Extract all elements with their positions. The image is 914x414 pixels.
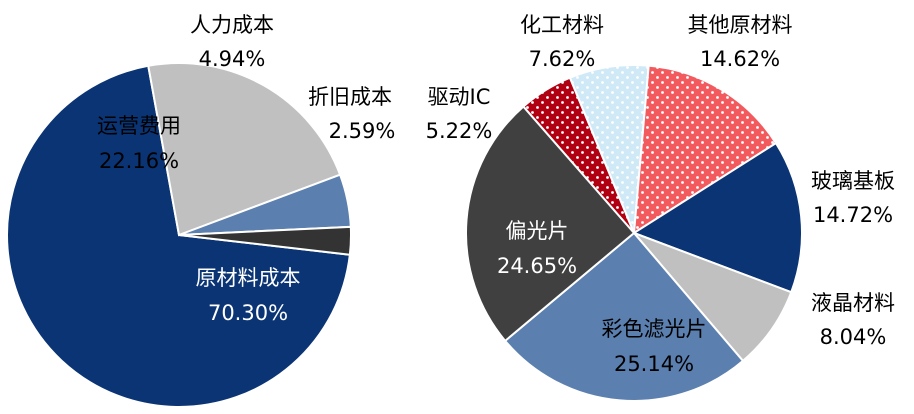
- pie2-labels: 化工材料 7.62% 其他原材料 14.62% 驱动IC 5.22% 玻璃基板 …: [426, 13, 895, 376]
- wechat-icon: [739, 363, 773, 389]
- slice-label-value: 4.94%: [199, 47, 266, 71]
- pie-slice-偏光片: [465, 105, 636, 343]
- slice-label-value: 5.22%: [426, 119, 493, 143]
- slice-label-category: 驱动IC: [428, 85, 491, 109]
- slice-label-value: 7.62%: [529, 47, 596, 71]
- slice-label-category: 其他原材料: [688, 13, 793, 37]
- slice-label-category: 玻璃基板: [811, 169, 895, 193]
- pie-chart-materials: [465, 64, 803, 402]
- slice-label-value: 22.16%: [99, 149, 179, 173]
- watermark: AIOT大数据: [739, 363, 867, 389]
- slice-label-category: 化工材料: [520, 13, 604, 37]
- pie-slice-折旧成本: [178, 225, 352, 256]
- slice-label-category: 折旧成本: [308, 85, 392, 109]
- watermark-text: AIOT大数据: [776, 366, 867, 385]
- slice-label-category: 运营费用: [97, 114, 181, 138]
- slice-label-value: 24.65%: [497, 254, 577, 278]
- slice-label-category: 彩色滤光片: [602, 317, 707, 341]
- pie1-labels: 人力成本 4.94% 折旧成本 2.59% 运营费用 22.16% 原材料成本 …: [97, 13, 395, 325]
- slice-label-value: 25.14%: [614, 352, 694, 376]
- pie-slice-彩色滤光片: [503, 231, 745, 402]
- pie-slice-原材料成本: [6, 64, 351, 408]
- slice-label-value: 8.04%: [820, 325, 887, 349]
- slice-label-category: 偏光片: [506, 219, 569, 243]
- slice-label-value: 14.72%: [813, 203, 893, 227]
- slice-label-category: 原材料成本: [196, 266, 301, 290]
- slice-label-value: 2.59%: [329, 119, 396, 143]
- slice-label-category: 液晶材料: [811, 291, 895, 315]
- pie-slice-玻璃基板: [631, 141, 803, 294]
- slice-label-value: 70.30%: [208, 301, 288, 325]
- pie-chart-cost-structure: [6, 62, 352, 408]
- slice-label-value: 14.62%: [700, 47, 780, 71]
- pie-slice-其他原材料: [632, 64, 778, 235]
- slice-label-category: 人力成本: [190, 13, 274, 37]
